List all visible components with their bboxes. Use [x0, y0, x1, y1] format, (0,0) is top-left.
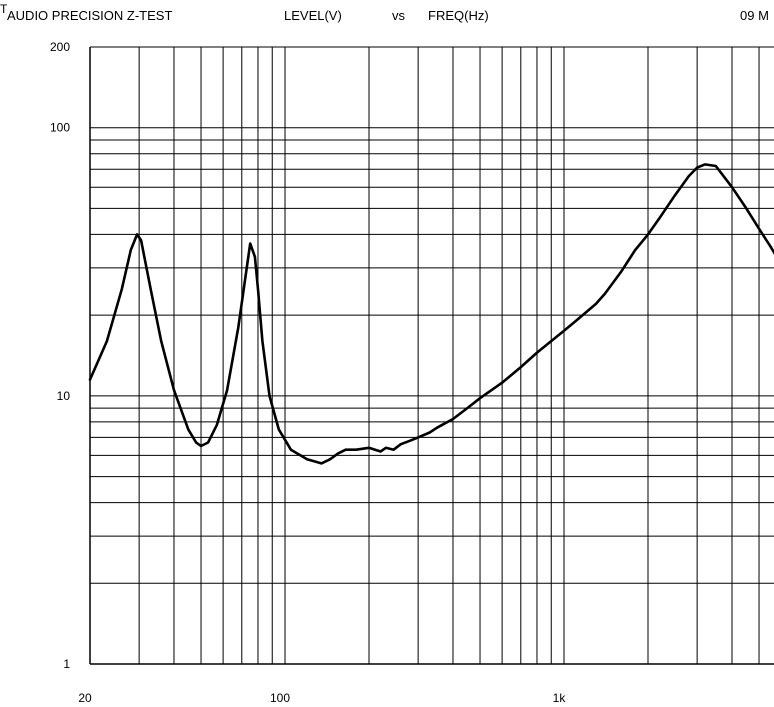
tick-labels: 1 10 100 200 20 100 1k	[50, 40, 566, 705]
x-tick-label: 1k	[553, 691, 567, 705]
plot-frame	[89, 46, 774, 665]
vs-label: vs	[392, 8, 405, 23]
impedance-curve	[88, 163, 774, 465]
y-tick-label: 100	[50, 121, 70, 135]
x-tick-label: 100	[270, 691, 290, 705]
y-quantity-label: LEVEL(V)	[284, 8, 342, 23]
chart-title: AUDIO PRECISION Z-TEST	[7, 8, 173, 23]
x-tick-label: 20	[78, 691, 92, 705]
y-tick-label: 1	[63, 657, 70, 671]
header-mark: T	[0, 2, 8, 16]
y-tick-label: 10	[57, 389, 71, 403]
grid-lines	[90, 47, 774, 664]
y-tick-label: 200	[50, 40, 70, 54]
date-label: 09 M	[740, 8, 769, 23]
series-curves	[88, 163, 774, 465]
x-quantity-label: FREQ(Hz)	[428, 8, 489, 23]
